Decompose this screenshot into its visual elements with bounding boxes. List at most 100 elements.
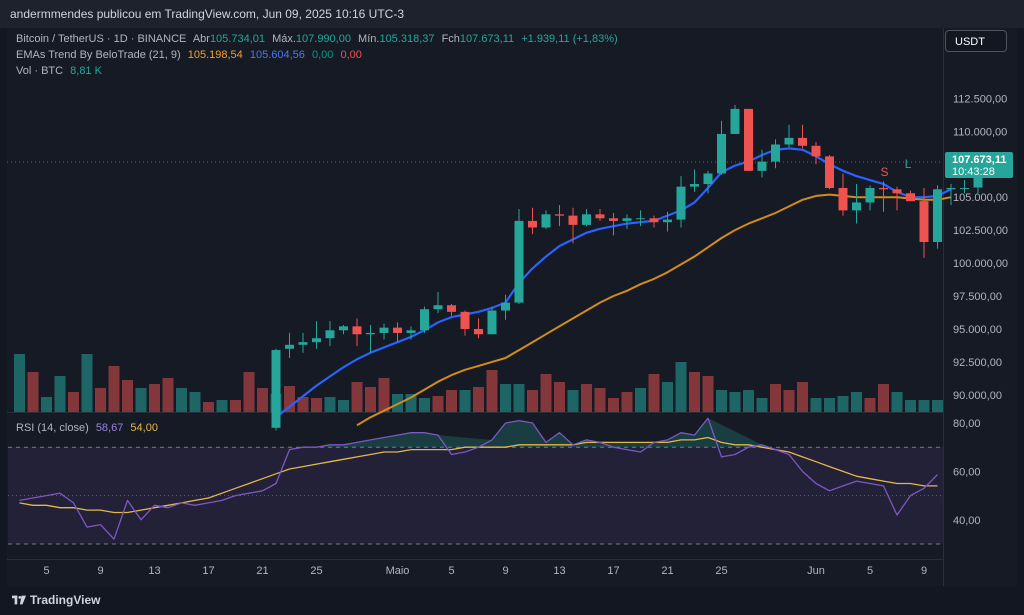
volume-bar: [743, 390, 754, 412]
price-tick-label: 102.500,00: [953, 225, 1008, 237]
volume-bar: [446, 390, 457, 412]
candle-body: [906, 193, 915, 202]
candle-body: [960, 187, 969, 189]
volume-bar: [257, 388, 268, 412]
symbol-name: Bitcoin / TetherUS · 1D · BINANCE: [16, 33, 187, 45]
tradingview-logo-icon: [12, 595, 26, 605]
volume-bar: [864, 398, 876, 412]
volume-bar: [716, 390, 727, 412]
candle-body: [339, 326, 348, 331]
volume-bar: [405, 394, 417, 412]
currency-button[interactable]: USDT: [945, 30, 1007, 52]
candle-countdown: 10:43:28: [952, 166, 995, 178]
volume-bar: [14, 354, 25, 412]
time-tick-label: 9: [502, 565, 508, 577]
candle-body: [798, 137, 807, 146]
candle-body: [352, 326, 362, 335]
candle-body: [501, 302, 510, 311]
volume-bar: [918, 400, 930, 412]
ema-legend: EMAs Trend By BeloTrade (21, 9) 105.198,…: [16, 49, 366, 61]
candle-body: [838, 187, 848, 211]
candle-body: [676, 186, 686, 220]
volume-value: 8,81 K: [70, 65, 102, 77]
volume-bar: [135, 388, 147, 412]
candle-body: [460, 311, 470, 329]
volume-bar: [594, 388, 606, 412]
candle-body: [649, 218, 659, 223]
ema-value-2: 105.604,56: [249, 49, 305, 61]
candle-body: [325, 330, 335, 339]
candle-body: [541, 214, 551, 228]
rsi-line: [19, 417, 938, 540]
low-label: Mín.: [358, 33, 380, 45]
candle-body: [865, 187, 875, 203]
volume-bar: [27, 372, 39, 412]
price-tick-label: 95.000,00: [953, 324, 1002, 336]
volume-bar: [419, 398, 430, 412]
volume-bar: [567, 390, 579, 412]
volume-bar: [662, 382, 673, 412]
time-tick-label: 13: [148, 565, 160, 577]
sell-marker: S: [881, 165, 889, 179]
volume-bar: [635, 388, 646, 412]
volume-bar: [729, 392, 741, 412]
candle-body: [690, 184, 699, 187]
open-label: Abr: [192, 33, 210, 45]
volume-bar: [473, 387, 484, 412]
time-tick-label: 5: [43, 565, 49, 577]
candle-body: [919, 201, 929, 242]
ema-fast-line: [275, 147, 952, 419]
volume-bar: [351, 382, 363, 412]
volume-bar: [689, 372, 700, 412]
time-tick-label: 25: [715, 565, 727, 577]
rsi-legend: RSI (14, close) 58,67 54,00: [16, 422, 162, 434]
volume-bar: [770, 384, 781, 412]
rsi-overbought-fill: [323, 418, 769, 448]
candle-body: [663, 219, 672, 223]
volume-bar: [554, 382, 565, 412]
volume-bar: [486, 370, 498, 412]
volume-bar: [810, 398, 822, 412]
volume-bar: [621, 392, 633, 412]
volume-bar: [797, 382, 808, 412]
time-tick-label: 17: [202, 565, 214, 577]
candle-body: [784, 137, 794, 145]
price-tick-label: 100.000,00: [953, 258, 1008, 270]
volume-bar: [905, 400, 916, 412]
candle-body: [744, 108, 753, 171]
candle-body: [825, 156, 834, 188]
chart-frame: [7, 28, 1017, 586]
volume-bar: [41, 397, 52, 412]
volume-bar: [500, 384, 511, 412]
candle-body: [757, 161, 767, 171]
price-tick-label: 92.500,00: [953, 357, 1002, 369]
candle-body: [771, 144, 780, 162]
volume-bar: [122, 380, 133, 412]
candle-body: [271, 350, 281, 428]
price-tick-label: 105.000,00: [953, 192, 1008, 204]
price-tick-label: 110.000,00: [953, 126, 1007, 138]
ema-value-1: 105.198,54: [187, 49, 243, 61]
volume-bar: [513, 384, 525, 412]
rsi-ma-value: 54,00: [130, 422, 158, 434]
brand-name: TradingView: [30, 593, 101, 607]
long-marker: L: [905, 157, 912, 171]
volume-bar: [851, 392, 862, 412]
volume-bar: [608, 398, 619, 412]
volume-bar: [783, 390, 795, 412]
last-price-value: 107.673,11: [952, 154, 1006, 166]
candle-body: [514, 220, 524, 303]
candle-body: [852, 202, 861, 211]
candle-body: [487, 310, 497, 335]
volume-bar: [176, 388, 187, 412]
candle-body: [730, 108, 740, 134]
rsi-value: 58,67: [95, 422, 124, 434]
candle-body: [379, 327, 389, 333]
volume-bar: [284, 386, 295, 412]
candle-body: [717, 133, 726, 174]
ema-value-4: 0,00: [340, 49, 362, 61]
volume-bar: [216, 400, 228, 412]
volume-bar: [95, 388, 106, 412]
price-tick-label: 112.500,00: [953, 93, 1007, 105]
